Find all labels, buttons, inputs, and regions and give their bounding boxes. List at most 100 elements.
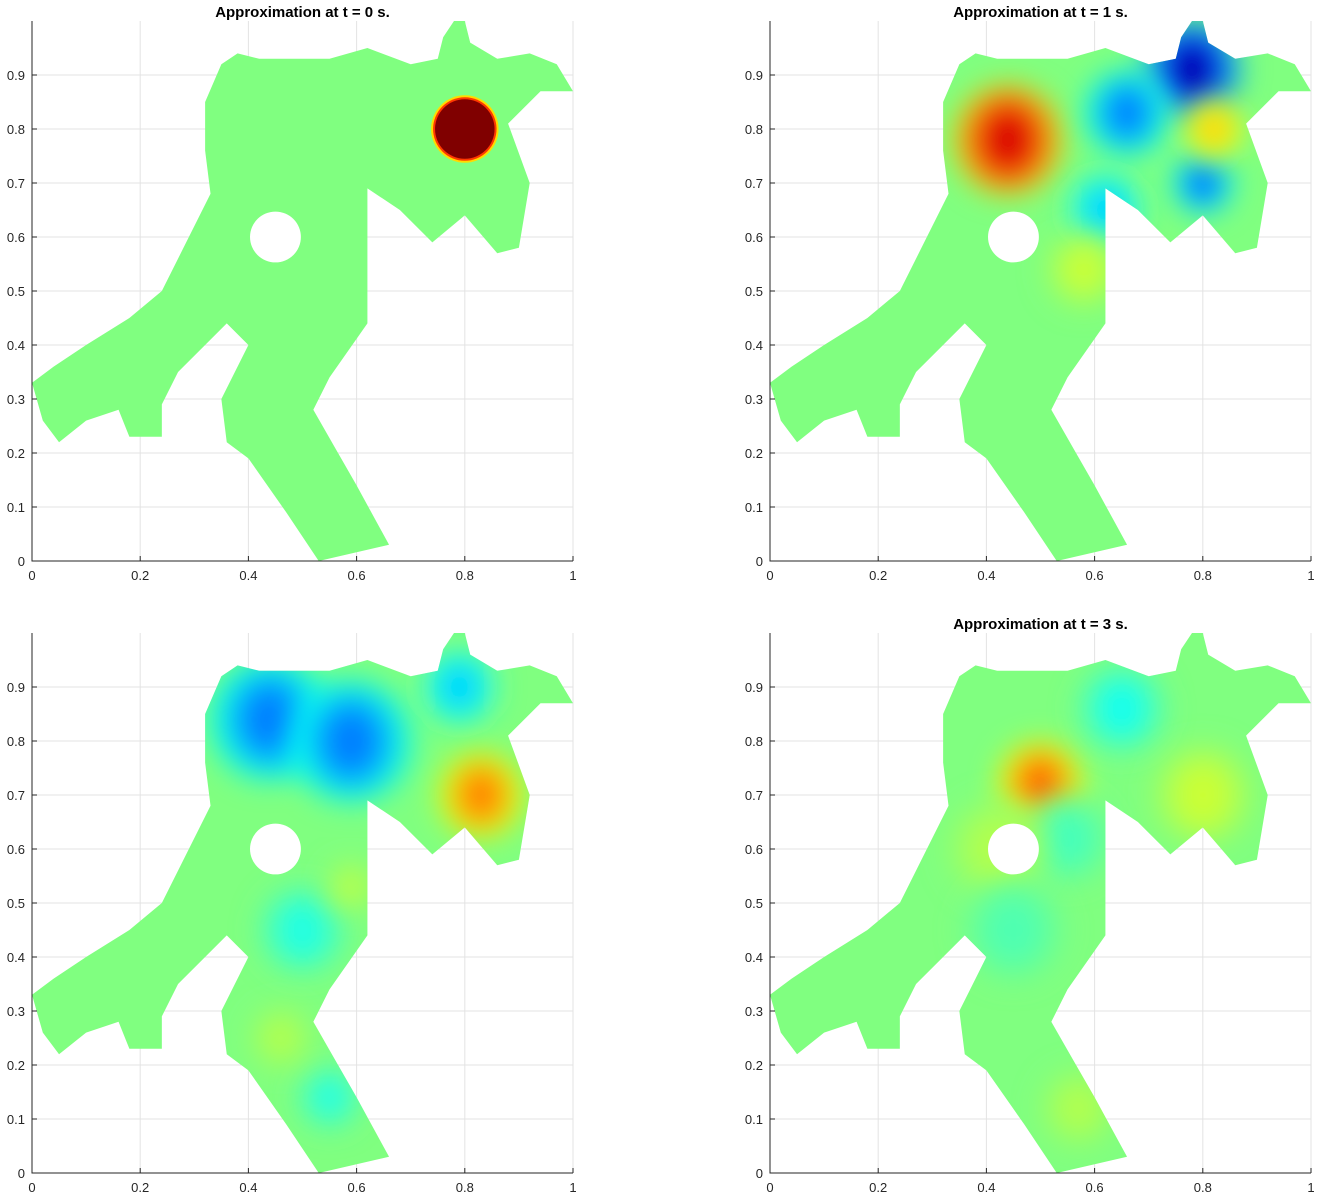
field-blob-core: [314, 1079, 345, 1115]
field-blob-group: [326, 861, 377, 912]
y-tick-label: 0.1: [745, 1112, 763, 1127]
field-blob-group: [1182, 97, 1245, 161]
field-blob-group: [1041, 1070, 1116, 1146]
field-blob-core: [1168, 41, 1216, 98]
domain-hole: [250, 823, 301, 875]
y-tick-label: 0.6: [745, 842, 763, 857]
y-tick-label: 0.3: [745, 392, 763, 407]
field-blob-group: [1023, 794, 1112, 882]
y-tick-label: 0.9: [745, 680, 763, 695]
field-blob-core: [441, 665, 478, 709]
y-tick-label: 0.3: [7, 392, 25, 407]
y-tick-label: 0.6: [745, 230, 763, 245]
field-blob-core: [1100, 683, 1143, 734]
y-tick-label: 0.8: [745, 122, 763, 137]
field-blob-group: [1153, 745, 1253, 845]
field-blob-group: [1083, 69, 1171, 157]
field-blob-group: [288, 678, 414, 804]
x-tick-label: 0: [28, 568, 35, 583]
x-tick-label: 0: [28, 1180, 35, 1195]
y-tick-label: 0.2: [745, 446, 763, 461]
chart-title: Approximation at t = 0 s.: [215, 4, 390, 21]
y-tick-label: 0: [756, 554, 763, 569]
y-tick-label: 0.8: [7, 122, 25, 137]
x-tick-label: 0.6: [348, 1180, 366, 1195]
field-blob-core: [240, 684, 300, 755]
chart-panel: 0 0.2 0.4 0.6 0.8 1 0 0.1 0.2 0.3 0.4 0.5 0.6 0.7 0.8 0…: [745, 616, 1315, 1195]
x-tick-label: 1: [1307, 568, 1314, 583]
y-tick-label: 0: [18, 554, 25, 569]
chart-title: Approximation at t = 3 s.: [953, 616, 1128, 633]
x-tick-label: 0.8: [456, 1180, 474, 1195]
x-tick-label: 0.2: [869, 1180, 887, 1195]
y-tick-label: 0.2: [745, 1058, 763, 1073]
field-blob-core: [1019, 759, 1062, 809]
field-blob-core: [1060, 1087, 1097, 1130]
field-blob: [435, 99, 495, 159]
field-blob-core: [1198, 111, 1229, 147]
chart-panel: 0 0.2 0.4 0.6 0.8 1 0 0.1 0.2 0.3 0.4 0.5 0.6 0.7 0.8 0…: [7, 4, 577, 583]
y-tick-label: 0.5: [7, 896, 25, 911]
x-tick-label: 0.4: [977, 568, 995, 583]
y-tick-label: 0.9: [7, 680, 25, 695]
x-tick-label: 0.8: [1194, 1180, 1212, 1195]
chart-title: Approximation at t = 1 s.: [953, 4, 1128, 21]
field-blob-core: [321, 705, 381, 777]
y-tick-label: 0.2: [7, 1058, 25, 1073]
field-blob-group: [1078, 665, 1166, 753]
chart-panel: 0 0.2 0.4 0.6 0.8 1 0 0.1 0.2 0.3 0.4 0.5 0.6 0.7 0.8 0…: [745, 4, 1315, 583]
field-blob-group: [258, 886, 347, 974]
y-tick-label: 0.4: [7, 338, 25, 353]
x-tick-label: 1: [569, 1180, 576, 1195]
y-tick-label: 0.8: [745, 734, 763, 749]
field-blob-core: [1046, 813, 1089, 863]
y-tick-label: 0.1: [745, 500, 763, 515]
field-blob-core: [460, 770, 502, 820]
field-blob-core: [1106, 88, 1148, 138]
field-blob-group: [1046, 232, 1122, 307]
y-tick-label: 0.6: [7, 842, 25, 857]
y-tick-label: 0.7: [7, 176, 25, 191]
field-blob-core: [281, 905, 324, 955]
domain-hole: [988, 211, 1039, 263]
y-tick-label: 0.1: [7, 500, 25, 515]
y-tick-label: 0.7: [7, 788, 25, 803]
x-tick-label: 0.2: [869, 568, 887, 583]
field-blob-core: [1087, 188, 1124, 232]
y-tick-label: 0.9: [7, 68, 25, 83]
x-tick-label: 0.6: [1086, 568, 1104, 583]
x-tick-label: 0.8: [456, 568, 474, 583]
chart-panel: 0 0.2 0.4 0.6 0.8 1 0 0.1 0.2 0.3 0.4 0.5 0.6 0.7 0.8 0…: [7, 633, 577, 1195]
y-tick-label: 0.2: [7, 446, 25, 461]
field-blob-group: [1171, 151, 1234, 215]
x-tick-label: 0.4: [239, 568, 257, 583]
y-tick-label: 0.3: [745, 1004, 763, 1019]
field-blob-core: [1065, 248, 1102, 291]
y-tick-label: 0.1: [7, 1112, 25, 1127]
y-tick-label: 0.4: [7, 950, 25, 965]
field-blob-group: [298, 1066, 361, 1129]
y-tick-label: 0.9: [745, 68, 763, 83]
x-tick-label: 1: [1307, 1180, 1314, 1195]
field-blob-group: [249, 1006, 312, 1070]
y-tick-label: 0.4: [745, 338, 763, 353]
x-tick-label: 1: [569, 568, 576, 583]
y-tick-label: 0.8: [7, 734, 25, 749]
x-tick-label: 0.2: [131, 1180, 149, 1195]
x-tick-label: 0.8: [1194, 568, 1212, 583]
field-blob-core: [265, 1020, 296, 1056]
field-blob-group: [422, 649, 497, 725]
y-tick-label: 0.4: [745, 950, 763, 965]
field-blob-core: [989, 901, 1038, 959]
x-tick-label: 0: [766, 568, 773, 583]
x-tick-label: 0.6: [348, 568, 366, 583]
y-tick-label: 0: [18, 1166, 25, 1181]
x-tick-label: 0.4: [239, 1180, 257, 1195]
field-blob-mid: [1077, 179, 1134, 241]
field-blob-core: [981, 108, 1035, 172]
domain-hole: [250, 211, 301, 263]
domain-hole: [988, 823, 1039, 875]
y-tick-label: 0.3: [7, 1004, 25, 1019]
y-tick-label: 0.5: [745, 284, 763, 299]
